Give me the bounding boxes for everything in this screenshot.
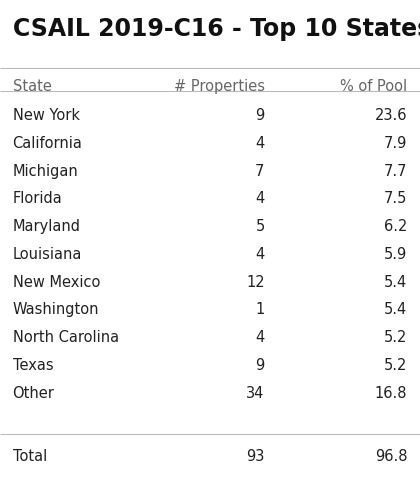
Text: 4: 4	[255, 136, 265, 151]
Text: 7: 7	[255, 164, 265, 179]
Text: Washington: Washington	[13, 302, 99, 318]
Text: Florida: Florida	[13, 191, 62, 206]
Text: Michigan: Michigan	[13, 164, 79, 179]
Text: Texas: Texas	[13, 358, 53, 373]
Text: Other: Other	[13, 386, 55, 401]
Text: 4: 4	[255, 247, 265, 262]
Text: State: State	[13, 79, 52, 94]
Text: 4: 4	[255, 330, 265, 345]
Text: New Mexico: New Mexico	[13, 275, 100, 290]
Text: 4: 4	[255, 191, 265, 206]
Text: 5.2: 5.2	[384, 358, 407, 373]
Text: 5.4: 5.4	[384, 302, 407, 318]
Text: 5.2: 5.2	[384, 330, 407, 345]
Text: Maryland: Maryland	[13, 219, 81, 234]
Text: 9: 9	[255, 108, 265, 123]
Text: 7.5: 7.5	[384, 191, 407, 206]
Text: North Carolina: North Carolina	[13, 330, 119, 345]
Text: 23.6: 23.6	[375, 108, 407, 123]
Text: 16.8: 16.8	[375, 386, 407, 401]
Text: # Properties: # Properties	[173, 79, 265, 94]
Text: 9: 9	[255, 358, 265, 373]
Text: New York: New York	[13, 108, 80, 123]
Text: 5.4: 5.4	[384, 275, 407, 290]
Text: 12: 12	[246, 275, 265, 290]
Text: 7.9: 7.9	[384, 136, 407, 151]
Text: California: California	[13, 136, 82, 151]
Text: Louisiana: Louisiana	[13, 247, 82, 262]
Text: Total: Total	[13, 449, 47, 464]
Text: 6.2: 6.2	[384, 219, 407, 234]
Text: CSAIL 2019-C16 - Top 10 States: CSAIL 2019-C16 - Top 10 States	[13, 17, 420, 41]
Text: 1: 1	[255, 302, 265, 318]
Text: 5: 5	[255, 219, 265, 234]
Text: 5.9: 5.9	[384, 247, 407, 262]
Text: 34: 34	[246, 386, 265, 401]
Text: 7.7: 7.7	[384, 164, 407, 179]
Text: % of Pool: % of Pool	[340, 79, 407, 94]
Text: 93: 93	[246, 449, 265, 464]
Text: 96.8: 96.8	[375, 449, 407, 464]
